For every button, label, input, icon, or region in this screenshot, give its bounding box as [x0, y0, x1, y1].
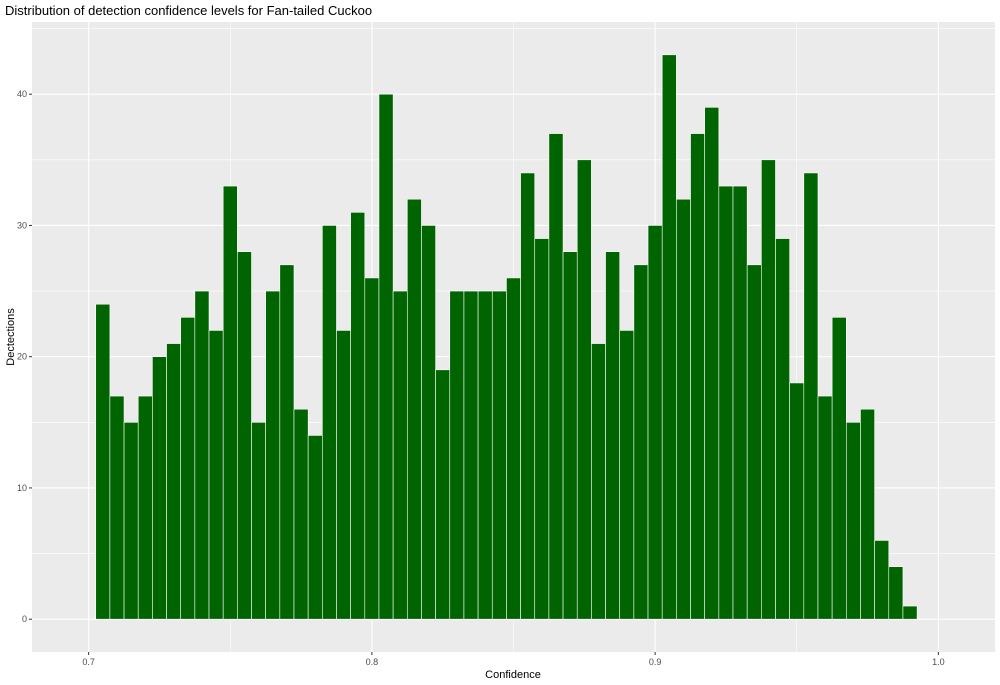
- histogram-bar: [817, 395, 833, 620]
- histogram-bar: [251, 422, 266, 620]
- histogram-bar: [208, 330, 224, 620]
- histogram-bar: [576, 159, 592, 620]
- x-axis: 0.7 0.8 0.9 1.0: [82, 652, 945, 667]
- y-axis-title: Dectections: [5, 308, 17, 366]
- histogram-bar: [137, 395, 153, 620]
- y-tick-label: 30: [17, 220, 27, 230]
- histogram-bar: [746, 264, 762, 620]
- histogram-bar: [506, 277, 521, 620]
- histogram-bar: [661, 54, 677, 620]
- histogram-bar: [676, 198, 691, 620]
- histogram-bar: [831, 317, 847, 620]
- y-tick-label: 10: [17, 483, 27, 493]
- histogram-bar: [265, 290, 281, 620]
- histogram-bar: [690, 133, 705, 620]
- histogram-bar: [860, 408, 875, 620]
- histogram-bar: [237, 251, 252, 620]
- histogram-bar: [322, 225, 337, 620]
- histogram-bar: [477, 290, 493, 620]
- histogram-bar: [406, 198, 422, 620]
- histogram-bar: [364, 277, 380, 620]
- chart-title: Distribution of detection confidence lev…: [5, 3, 372, 18]
- x-tick-label: 0.7: [82, 657, 95, 667]
- histogram-bar: [279, 264, 295, 620]
- histogram-bar: [761, 159, 776, 620]
- histogram-bar: [378, 93, 394, 620]
- histogram-bar: [789, 382, 805, 620]
- histogram-bar: [293, 408, 309, 620]
- histogram-bar: [874, 540, 890, 620]
- histogram-bar: [732, 185, 748, 620]
- histogram-bar: [619, 330, 635, 620]
- histogram-bar: [336, 330, 351, 620]
- histogram-bar: [718, 185, 734, 620]
- y-tick-label: 40: [17, 89, 27, 99]
- x-tick-label: 0.8: [366, 657, 379, 667]
- histogram-bar: [449, 290, 465, 620]
- histogram-bar: [152, 356, 167, 620]
- x-tick-label: 1.0: [932, 657, 945, 667]
- histogram-bars: [95, 54, 918, 620]
- histogram-bar: [463, 290, 479, 620]
- histogram-bar: [491, 290, 507, 620]
- histogram-bar: [548, 133, 564, 620]
- histogram-bar: [775, 238, 790, 620]
- histogram-bar: [591, 343, 606, 620]
- histogram-bar: [392, 290, 408, 620]
- histogram-bar: [222, 185, 238, 620]
- histogram-bar: [350, 212, 366, 620]
- histogram-bar: [95, 303, 111, 620]
- histogram-bar: [435, 369, 451, 620]
- histogram-bar: [166, 343, 181, 620]
- histogram-bar: [180, 317, 196, 620]
- histogram-bar: [846, 422, 861, 620]
- histogram-bar: [534, 238, 550, 620]
- histogram-bar: [194, 290, 210, 620]
- histogram-bar: [562, 251, 578, 620]
- histogram-bar: [307, 435, 323, 620]
- histogram-bar: [520, 172, 536, 620]
- histogram-bar: [109, 395, 125, 620]
- histogram-bar: [633, 264, 649, 620]
- histogram-bar: [421, 225, 436, 620]
- histogram-bar: [888, 566, 904, 620]
- x-tick-label: 0.9: [649, 657, 662, 667]
- histogram-bar: [605, 251, 621, 620]
- histogram-bar: [803, 172, 819, 620]
- histogram-bar: [123, 422, 139, 620]
- x-axis-title: Confidence: [485, 669, 541, 681]
- y-tick-label: 0: [22, 614, 27, 624]
- y-tick-label: 20: [17, 352, 27, 362]
- histogram-bar: [902, 605, 918, 620]
- histogram-bar: [647, 225, 663, 620]
- y-axis: 0 10 20 30 40: [17, 89, 32, 624]
- histogram-bar: [704, 107, 720, 620]
